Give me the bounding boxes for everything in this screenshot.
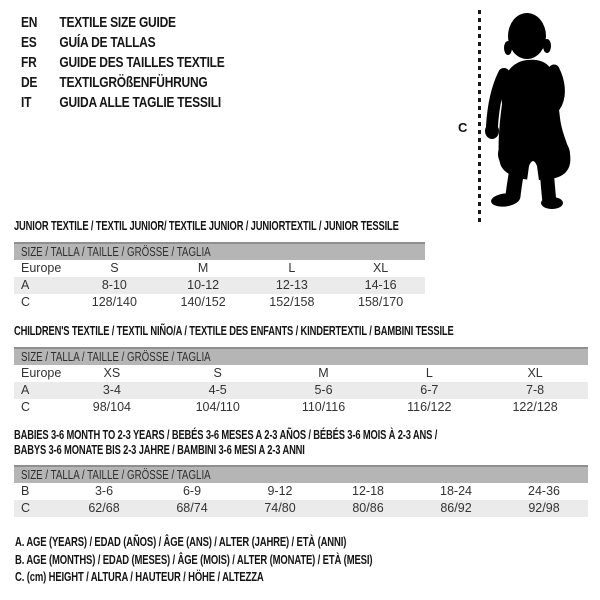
legend: A. AGE (YEARS) / EDAD (AÑOS) / ÂGE (ANS)… xyxy=(15,533,505,586)
size-header-text: SIZE / TALLA / TAILLE / GRÖSSE / TAGLIA xyxy=(21,350,211,364)
table-cell: 3-6 xyxy=(94,484,114,498)
row-label: B xyxy=(21,484,30,498)
table-cell: 92/98 xyxy=(528,501,560,515)
table-cell: 62/68 xyxy=(88,501,120,515)
size-table-childrens-textile: CHILDREN'S TEXTILE / TEXTIL NIÑO/A / TEX… xyxy=(14,323,588,416)
language-label: GUÍA DE TALLAS xyxy=(59,34,156,51)
table-title: BABIES 3-6 MONTH TO 2-3 YEARS / BEBÉS 3-… xyxy=(14,427,588,442)
table-cell: XL xyxy=(527,366,543,380)
table-cell: S xyxy=(213,366,222,380)
legend-line-text: A. AGE (YEARS) / EDAD (AÑOS) / ÂGE (ANS)… xyxy=(15,534,347,549)
row-label: A xyxy=(21,278,30,292)
height-marker-label: C xyxy=(458,120,468,135)
table-cell: 14-16 xyxy=(364,278,397,292)
table-title-text: CHILDREN'S TEXTILE / TEXTIL NIÑO/A / TEX… xyxy=(14,323,454,338)
table-cell: 24-36 xyxy=(528,484,560,498)
table-title: BABYS 3-6 MONATE BIS 2-3 JAHRE / BAMBINI… xyxy=(14,442,588,457)
language-item: DE TEXTILGRÖßENFÜHRUNG xyxy=(21,73,225,93)
table-row: Europe XS S M L XL xyxy=(14,365,588,382)
size-table-junior-textile: JUNIOR TEXTILE / TEXTIL JUNIOR/ TEXTILE … xyxy=(14,218,425,311)
language-item: FR GUIDE DES TAILLES TEXTILE xyxy=(21,53,225,73)
size-table-babies-textile: BABIES 3-6 MONTH TO 2-3 YEARS / BEBÉS 3-… xyxy=(14,427,588,517)
language-code: DE xyxy=(21,74,38,91)
size-header-bar: SIZE / TALLA / TAILLE / GRÖSSE / TAGLIA xyxy=(14,347,588,365)
language-code: FR xyxy=(21,54,37,71)
size-header-bar: SIZE / TALLA / TAILLE / GRÖSSE / TAGLIA xyxy=(14,242,425,260)
table-row: B 3-6 6-9 9-12 12-18 18-24 24-36 xyxy=(14,483,588,500)
row-label: C xyxy=(21,400,31,414)
row-label: C xyxy=(21,501,31,515)
table-cell: 4-5 xyxy=(208,383,227,397)
table-row: C 98/104 104/110 110/116 116/122 122/128 xyxy=(14,399,588,416)
table-cell: 74/80 xyxy=(264,501,296,515)
table-cell: 68/74 xyxy=(176,501,208,515)
language-guide-list: EN TEXTILE SIZE GUIDE ES GUÍA DE TALLAS FR GU… xyxy=(21,13,275,113)
legend-line: C. (cm) HEIGHT / ALTURA / HAUTEUR / HÖHE… xyxy=(15,568,505,586)
table-cell: 152/158 xyxy=(269,295,315,309)
table-row: A 8-10 10-12 12-13 14-16 xyxy=(14,277,425,294)
table-cell: 104/110 xyxy=(195,400,240,414)
table-cell: L xyxy=(288,261,296,275)
table-title-text: BABYS 3-6 MONATE BIS 2-3 JAHRE / BAMBINI… xyxy=(14,442,305,457)
table-cell: XS xyxy=(103,366,121,380)
table-cell: 10-12 xyxy=(187,278,220,292)
language-item: IT GUIDA ALLE TAGLIE TESSILI xyxy=(21,93,225,113)
table-cell: 12-13 xyxy=(275,278,308,292)
language-label: TEXTILGRÖßENFÜHRUNG xyxy=(59,74,208,91)
table-cell: L xyxy=(425,366,433,380)
table-row: C 62/68 68/74 74/80 80/86 86/92 92/98 xyxy=(14,500,588,517)
row-label: C xyxy=(21,295,31,309)
table-title: CHILDREN'S TEXTILE / TEXTIL NIÑO/A / TEX… xyxy=(14,323,588,338)
table-cell: 128/140 xyxy=(91,295,137,309)
height-dashed-line xyxy=(478,10,481,226)
table-cell: 12-18 xyxy=(352,484,384,498)
row-label: A xyxy=(21,383,30,397)
language-label: GUIDA ALLE TAGLIE TESSILI xyxy=(59,94,221,111)
table-cell: 110/116 xyxy=(301,400,346,414)
table-cell: 116/122 xyxy=(407,400,452,414)
table-cell: 5-6 xyxy=(314,383,333,397)
table-cell: M xyxy=(318,366,329,380)
table-cell: 98/104 xyxy=(92,400,132,414)
legend-line: B. AGE (MONTHS) / EDAD (MESES) / ÂGE (MO… xyxy=(15,551,505,569)
language-label: GUIDE DES TAILLES TEXTILE xyxy=(59,54,225,71)
table-cell: 158/170 xyxy=(358,295,404,309)
table-title: JUNIOR TEXTILE / TEXTIL JUNIOR/ TEXTILE … xyxy=(14,218,425,233)
table-title-text: JUNIOR TEXTILE / TEXTIL JUNIOR/ TEXTILE … xyxy=(14,218,399,233)
legend-line: A. AGE (YEARS) / EDAD (AÑOS) / ÂGE (ANS)… xyxy=(15,533,505,551)
table-cell: 7-8 xyxy=(526,383,545,397)
table-cell: 6-7 xyxy=(420,383,439,397)
legend-line-text: B. AGE (MONTHS) / EDAD (MESES) / ÂGE (MO… xyxy=(15,551,373,567)
table-cell: S xyxy=(110,261,119,275)
table-cell: 140/152 xyxy=(180,295,226,309)
table-cell: 8-10 xyxy=(101,278,127,292)
row-label: Europe xyxy=(21,366,62,380)
table-row: A 3-4 4-5 5-6 6-7 7-8 xyxy=(14,382,588,399)
table-title-text: BABIES 3-6 MONTH TO 2-3 YEARS / BEBÉS 3-… xyxy=(14,427,438,442)
size-header-bar: SIZE / TALLA / TAILLE / GRÖSSE / TAGLIA xyxy=(14,465,588,483)
table-cell: 86/92 xyxy=(440,501,472,515)
table-cell: 6-9 xyxy=(182,484,202,498)
table-cell: XL xyxy=(372,261,389,275)
language-item: ES GUÍA DE TALLAS xyxy=(21,33,225,53)
row-label: Europe xyxy=(21,261,62,275)
table-row: C 128/140 140/152 152/158 158/170 xyxy=(14,294,425,311)
language-code: ES xyxy=(21,34,37,51)
language-label: TEXTILE SIZE GUIDE xyxy=(59,14,176,31)
table-cell: 9-12 xyxy=(267,484,293,498)
size-header-text: SIZE / TALLA / TAILLE / GRÖSSE / TAGLIA xyxy=(21,245,211,259)
table-row: Europe S M L XL xyxy=(14,260,425,277)
toddler-silhouette xyxy=(485,13,571,210)
language-code: EN xyxy=(21,14,38,31)
table-cell: 122/128 xyxy=(512,400,558,414)
table-cell: 80/86 xyxy=(352,501,384,515)
table-cell: 18-24 xyxy=(440,484,472,498)
table-cell: M xyxy=(197,261,209,275)
table-cell: 3-4 xyxy=(102,383,121,397)
size-header-text: SIZE / TALLA / TAILLE / GRÖSSE / TAGLIA xyxy=(21,468,211,482)
legend-line-text: C. (cm) HEIGHT / ALTURA / HAUTEUR / HÖHE… xyxy=(15,569,264,584)
language-item: EN TEXTILE SIZE GUIDE xyxy=(21,13,225,33)
language-code: IT xyxy=(21,94,32,111)
